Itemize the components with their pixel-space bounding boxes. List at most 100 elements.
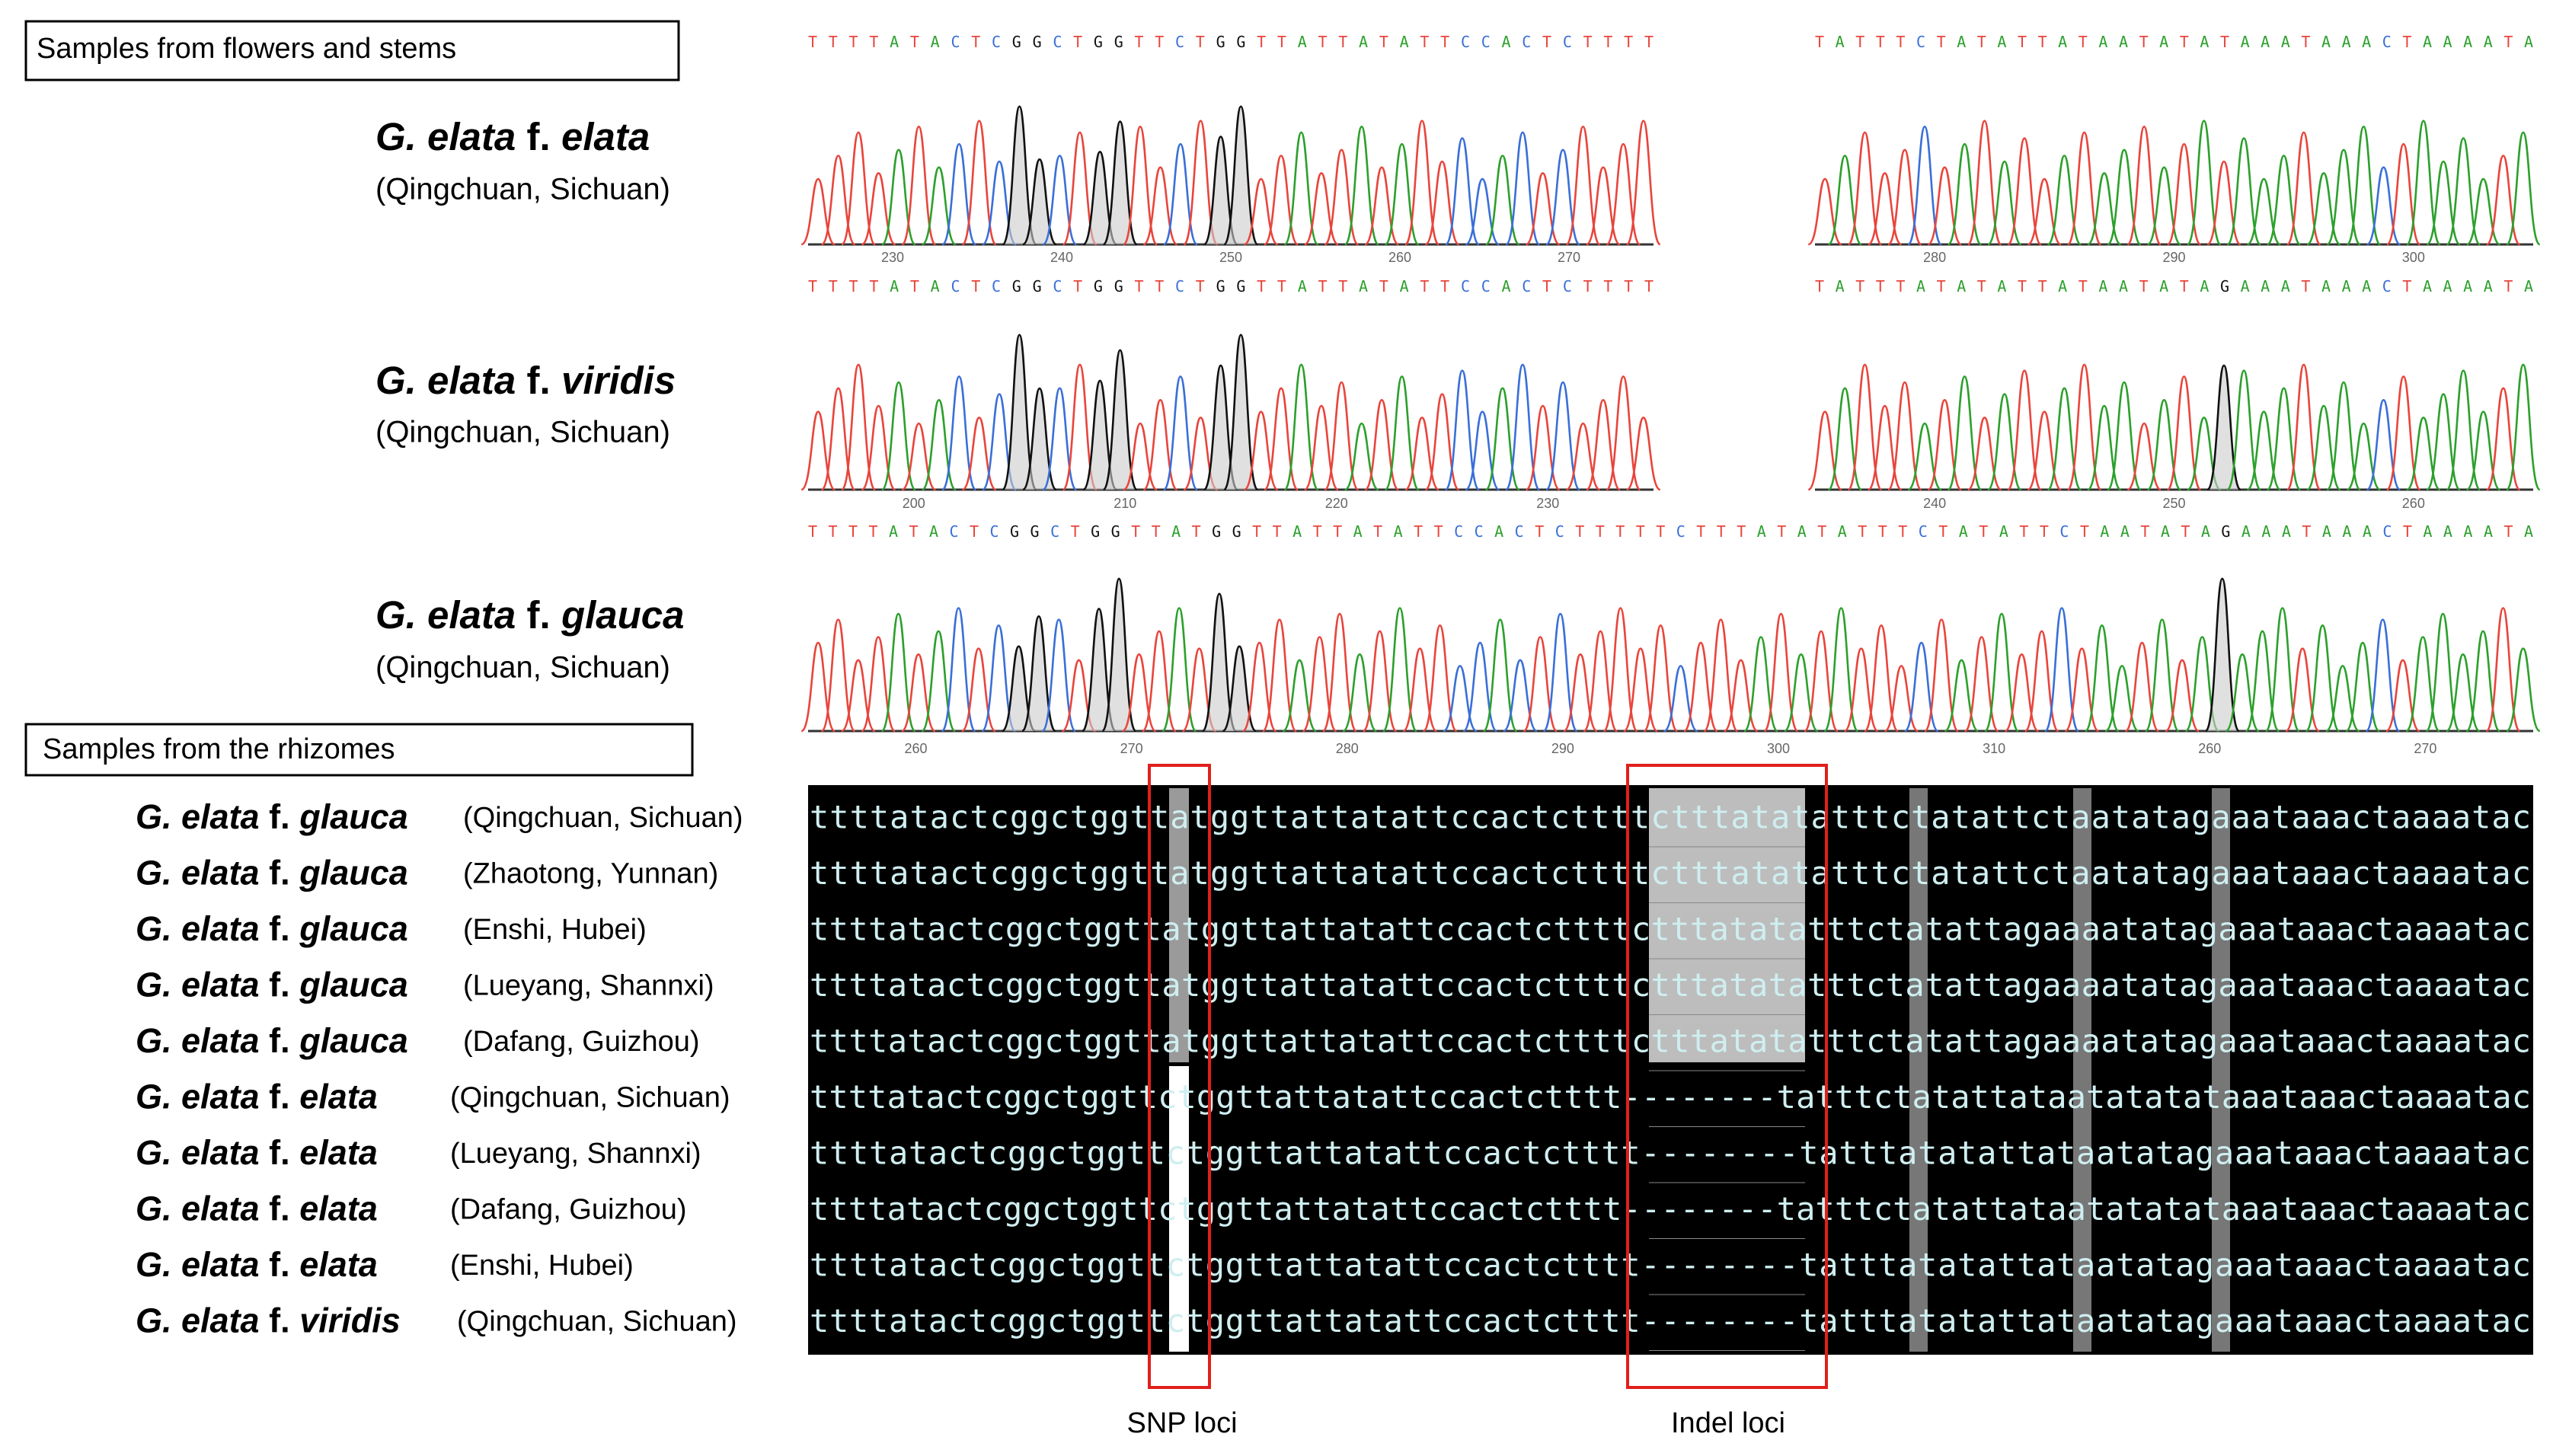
tick-label: 300 bbox=[2402, 250, 2425, 265]
base: T bbox=[808, 277, 817, 295]
base: T bbox=[2403, 522, 2412, 541]
base: T bbox=[1155, 277, 1164, 295]
base: T bbox=[2040, 522, 2049, 541]
trace-peak bbox=[1422, 624, 1458, 733]
base: A bbox=[889, 522, 898, 541]
base: T bbox=[1896, 33, 1905, 51]
base: T bbox=[2301, 33, 2310, 51]
base: T bbox=[1420, 277, 1429, 295]
base: G bbox=[1216, 277, 1225, 295]
trace-peak bbox=[2006, 369, 2043, 491]
base: A bbox=[1957, 277, 1966, 295]
species-label: G. elata f. glauca bbox=[375, 593, 685, 637]
base: T bbox=[1603, 277, 1612, 295]
form: glauca bbox=[561, 593, 685, 637]
rank: f. bbox=[269, 1245, 290, 1284]
genus: G. elata bbox=[136, 853, 260, 892]
base: A bbox=[2463, 277, 2472, 295]
base: T bbox=[829, 277, 838, 295]
base: G bbox=[1216, 33, 1225, 51]
base: T bbox=[1440, 277, 1449, 295]
base: T bbox=[2038, 277, 2047, 295]
rank: f. bbox=[269, 1133, 290, 1172]
tick-label: 260 bbox=[905, 741, 928, 756]
base: A bbox=[2282, 522, 2291, 541]
base: T bbox=[2079, 277, 2088, 295]
base: A bbox=[2342, 277, 2351, 295]
genus: G. elata bbox=[375, 359, 516, 402]
trace-peak bbox=[880, 612, 916, 733]
base: T bbox=[2181, 522, 2190, 541]
trace-peak bbox=[1384, 375, 1420, 491]
base: C bbox=[1481, 277, 1491, 295]
trace-peak bbox=[1763, 612, 1799, 733]
base: A bbox=[1400, 277, 1409, 295]
base: A bbox=[2261, 522, 2270, 541]
tick-label: 200 bbox=[903, 496, 925, 511]
base: C bbox=[1676, 522, 1685, 541]
base: C bbox=[1050, 522, 1059, 541]
base: T bbox=[1277, 277, 1286, 295]
base: T bbox=[1636, 522, 1645, 541]
base: A bbox=[2161, 522, 2170, 541]
base: A bbox=[1292, 522, 1302, 541]
tick-label: 290 bbox=[1551, 741, 1574, 756]
tick-label: 280 bbox=[1336, 741, 1359, 756]
location: (Dafang, Guizhou) bbox=[463, 1026, 700, 1058]
trace-peak bbox=[2485, 607, 2521, 733]
base: A bbox=[2484, 33, 2493, 51]
trace-peak bbox=[1324, 381, 1360, 491]
trace-peak bbox=[1002, 334, 1037, 491]
base: C bbox=[2382, 277, 2392, 295]
base: T bbox=[2080, 522, 2089, 541]
base: T bbox=[2301, 277, 2310, 295]
rank: f. bbox=[527, 115, 551, 158]
base: C bbox=[1555, 522, 1564, 541]
trace-peak bbox=[2505, 131, 2541, 246]
base: G bbox=[1033, 277, 1042, 295]
trace-peak bbox=[961, 120, 997, 246]
base: T bbox=[2402, 33, 2411, 51]
base: T bbox=[1318, 277, 1327, 295]
base: C bbox=[951, 277, 960, 295]
form: elata bbox=[299, 1133, 378, 1172]
base: A bbox=[2281, 33, 2290, 51]
base: G bbox=[1111, 522, 1120, 541]
tick-label: 280 bbox=[1923, 250, 1946, 265]
species-label: G. elata f. glauca bbox=[136, 797, 408, 836]
base: A bbox=[890, 33, 899, 51]
form: glauca bbox=[299, 909, 408, 948]
trace-peak bbox=[2286, 363, 2321, 491]
base: A bbox=[1494, 522, 1503, 541]
base: C bbox=[1461, 277, 1470, 295]
species-label: G. elata f. elata bbox=[136, 1133, 378, 1172]
genus: G. elata bbox=[375, 593, 516, 637]
tick-label: 300 bbox=[1767, 741, 1790, 756]
base: A bbox=[2524, 522, 2533, 541]
tick-label: 240 bbox=[1050, 250, 1073, 265]
base: A bbox=[1359, 277, 1368, 295]
base: T bbox=[848, 522, 858, 541]
base: A bbox=[1171, 522, 1181, 541]
trace-peak bbox=[941, 607, 976, 733]
snp-shade bbox=[1169, 788, 1189, 1062]
base: C bbox=[2382, 33, 2392, 51]
location: (Lueyang, Shannxi) bbox=[450, 1138, 701, 1170]
trace-peak bbox=[2206, 364, 2242, 491]
base: G bbox=[1094, 33, 1103, 51]
base: G bbox=[1114, 33, 1123, 51]
rank: f. bbox=[269, 965, 290, 1004]
base: T bbox=[2038, 33, 2047, 51]
base: G bbox=[1033, 33, 1042, 51]
base: T bbox=[2180, 33, 2189, 51]
base: T bbox=[1603, 33, 1612, 51]
rank: f. bbox=[269, 909, 290, 948]
base: G bbox=[1091, 522, 1100, 541]
base: T bbox=[1073, 277, 1082, 295]
aligned-sequence: ttttatactcggctggttatggttattatattccactctt… bbox=[810, 911, 2531, 948]
base: A bbox=[2342, 522, 2351, 541]
base: T bbox=[1575, 522, 1584, 541]
genus: G. elata bbox=[136, 1301, 260, 1339]
base: T bbox=[2503, 522, 2513, 541]
